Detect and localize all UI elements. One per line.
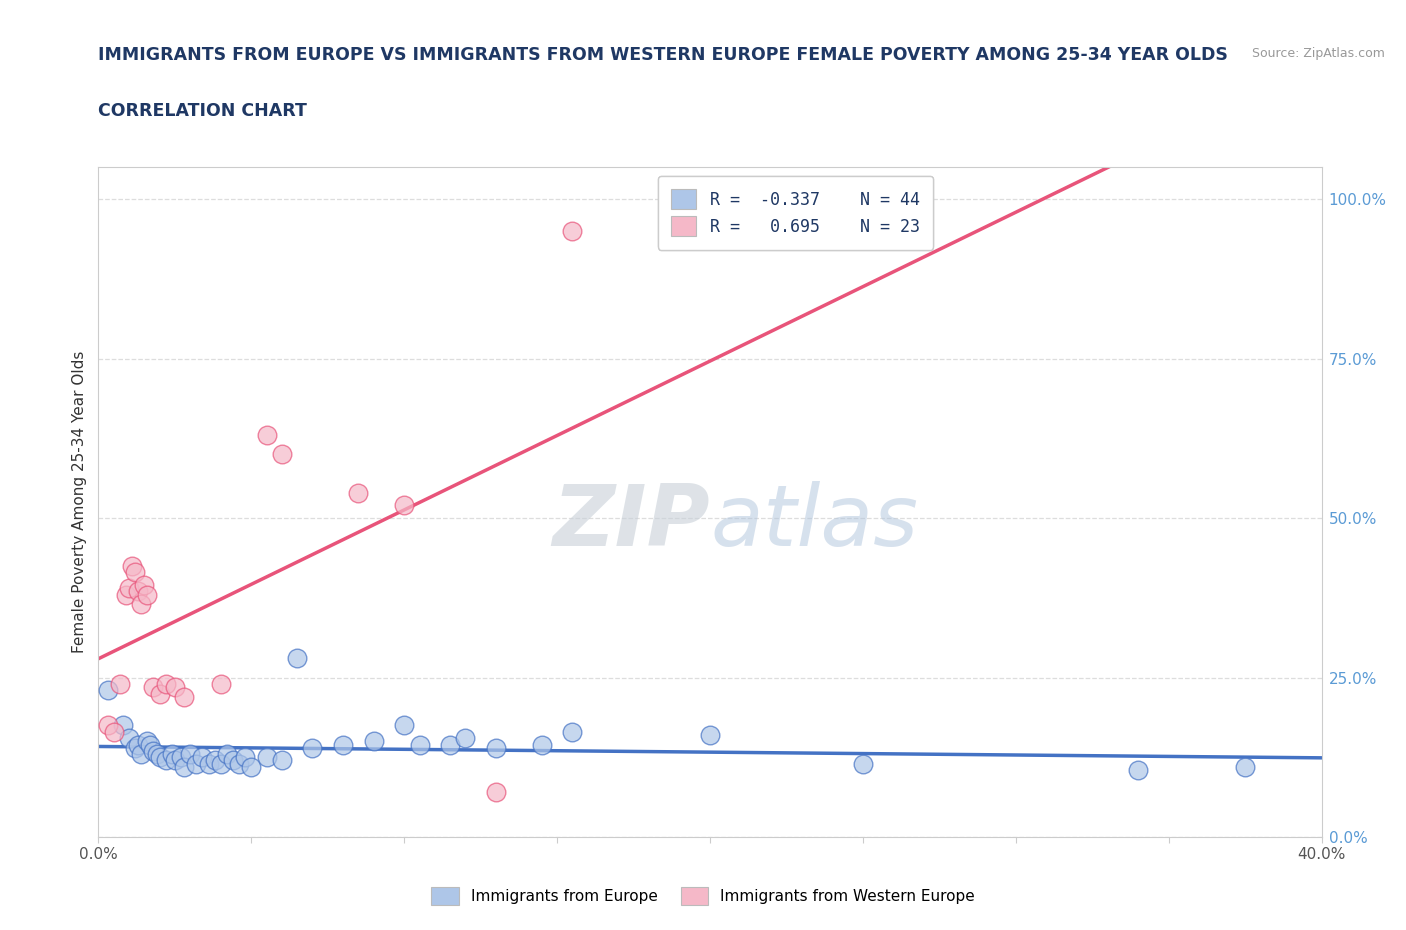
Point [129, 597, 152, 612]
Point [124, 740, 146, 755]
Point [136, 587, 159, 602]
Text: IMMIGRANTS FROM EUROPE VS IMMIGRANTS FROM WESTERN EUROPE FEMALE POVERTY AMONG 25: IMMIGRANTS FROM EUROPE VS IMMIGRANTS FRO… [98, 46, 1229, 64]
Point [173, 760, 195, 775]
Point [392, 498, 416, 512]
Point [134, 578, 156, 592]
Point [561, 724, 583, 739]
Point [204, 753, 226, 768]
Point [209, 676, 232, 691]
Point [256, 750, 278, 764]
Point [392, 718, 416, 733]
Point [1128, 763, 1150, 777]
Point [163, 680, 186, 695]
Point [124, 565, 146, 579]
Point [347, 485, 370, 500]
Point [454, 731, 477, 746]
Point [439, 737, 461, 752]
Point [97, 683, 120, 698]
Point [332, 737, 354, 752]
Point [115, 587, 138, 602]
Point [285, 651, 308, 666]
Point [363, 734, 385, 749]
Text: ZIP: ZIP [553, 481, 710, 564]
Point [301, 740, 323, 755]
Point [173, 689, 195, 704]
Point [118, 581, 141, 596]
Point [149, 750, 172, 764]
Legend: R =  -0.337    N = 44, R =   0.695    N = 23: R = -0.337 N = 44, R = 0.695 N = 23 [658, 176, 934, 250]
Point [145, 747, 167, 762]
Point [136, 734, 159, 749]
Point [209, 756, 232, 771]
Point [197, 756, 219, 771]
Point [121, 559, 143, 574]
Point [270, 753, 292, 768]
Point [142, 680, 165, 695]
Point [270, 447, 292, 462]
Point [149, 686, 172, 701]
Point [129, 747, 152, 762]
Point [408, 737, 430, 752]
Text: atlas: atlas [710, 481, 918, 564]
Point [97, 718, 120, 733]
Legend: Immigrants from Europe, Immigrants from Western Europe: Immigrants from Europe, Immigrants from … [423, 879, 983, 913]
Point [103, 724, 125, 739]
Point [111, 718, 134, 733]
Point [191, 750, 214, 764]
Point [127, 584, 149, 599]
Y-axis label: Female Poverty Among 25-34 Year Olds: Female Poverty Among 25-34 Year Olds [72, 351, 87, 654]
Point [215, 747, 238, 762]
Point [233, 750, 256, 764]
Point [561, 224, 583, 239]
Point [485, 740, 508, 755]
Point [108, 676, 131, 691]
Text: CORRELATION CHART: CORRELATION CHART [98, 102, 308, 120]
Point [155, 676, 177, 691]
Point [530, 737, 553, 752]
Point [160, 747, 183, 762]
Point [256, 428, 278, 443]
Point [142, 743, 165, 758]
Point [179, 747, 201, 762]
Point [139, 737, 162, 752]
Point [186, 756, 208, 771]
Point [170, 750, 193, 764]
Point [228, 756, 250, 771]
Point [699, 727, 721, 742]
Point [240, 760, 263, 775]
Point [155, 753, 177, 768]
Point [852, 756, 875, 771]
Text: Source: ZipAtlas.com: Source: ZipAtlas.com [1251, 46, 1385, 60]
Point [127, 737, 149, 752]
Point [163, 753, 186, 768]
Point [1234, 760, 1257, 775]
Point [118, 731, 141, 746]
Point [485, 785, 508, 800]
Point [222, 753, 245, 768]
